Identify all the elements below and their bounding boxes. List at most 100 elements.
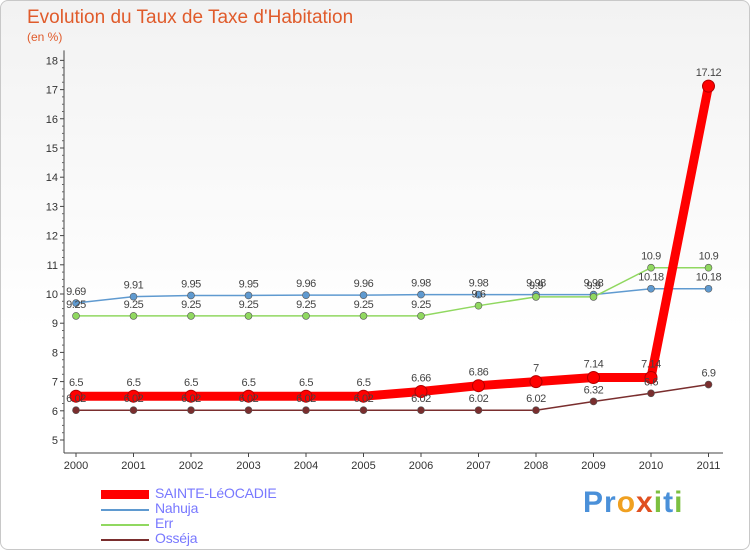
data-point xyxy=(647,263,655,272)
series-line xyxy=(75,383,710,411)
x-tick-label: 2005 xyxy=(351,460,375,472)
data-point xyxy=(244,312,253,320)
data-label: 6.9 xyxy=(701,368,715,380)
logo-letter: t xyxy=(663,486,675,519)
data-point xyxy=(129,312,138,320)
data-label: 9.6 xyxy=(471,289,485,301)
data-point xyxy=(244,291,253,300)
data-label: 6.02 xyxy=(66,393,86,405)
logo-letter: i xyxy=(653,486,664,519)
data-point xyxy=(357,389,370,403)
data-point xyxy=(302,312,310,320)
series-1 xyxy=(72,284,713,307)
data-label: 6.32 xyxy=(584,384,604,396)
legend-item: Osséja xyxy=(101,530,351,547)
data-label: 9.95 xyxy=(181,278,201,290)
data-label: 9.25 xyxy=(124,299,144,311)
legend-swatch xyxy=(101,524,149,526)
data-label: 10.9 xyxy=(641,251,661,263)
data-point xyxy=(647,389,655,398)
data-point xyxy=(187,406,195,415)
legend-swatch xyxy=(101,539,149,541)
data-point xyxy=(72,299,80,307)
data-label: 7.14 xyxy=(641,359,661,371)
data-label: 9.25 xyxy=(239,299,259,311)
series-layer xyxy=(69,79,715,415)
x-tick-label: 2002 xyxy=(179,460,203,472)
y-tick-label: 9 xyxy=(52,318,58,330)
data-point xyxy=(129,406,138,415)
data-point xyxy=(529,375,543,389)
data-point xyxy=(69,389,83,403)
data-point xyxy=(187,312,195,320)
data-label: 9.96 xyxy=(354,278,374,290)
data-point xyxy=(532,293,540,301)
y-tick-label: 18 xyxy=(46,55,58,67)
data-label: 6.5 xyxy=(126,377,140,389)
x-tick-label: 2008 xyxy=(524,460,548,472)
series-line xyxy=(75,266,710,317)
data-point xyxy=(472,379,485,393)
data-label: 6.02 xyxy=(181,393,201,405)
logo-letter: o xyxy=(616,486,637,519)
data-point xyxy=(417,290,425,299)
data-label: 6.5 xyxy=(69,377,83,389)
data-point xyxy=(532,406,540,415)
data-label: 6.02 xyxy=(124,393,144,405)
data-point xyxy=(417,406,425,415)
data-label: 9.98 xyxy=(411,278,431,290)
data-label: 9.98 xyxy=(526,278,546,290)
data-point xyxy=(474,301,483,310)
legend: SAINTE-LéOCADIE Nahuja Err Osséja xyxy=(101,485,351,547)
x-tick-label: 2006 xyxy=(409,460,433,472)
data-label: 7.14 xyxy=(584,359,604,371)
x-tick-label: 2010 xyxy=(639,460,663,472)
data-label: 9.91 xyxy=(124,280,144,292)
y-tick-label: 11 xyxy=(47,260,58,272)
data-label: 6.5 xyxy=(184,377,198,389)
data-label: 10.18 xyxy=(696,272,722,284)
x-tick-label: 2011 xyxy=(697,460,721,472)
y-tick-label: 15 xyxy=(46,143,58,155)
data-point xyxy=(299,389,313,403)
data-label: 6.02 xyxy=(469,393,489,405)
x-tick-label: 2001 xyxy=(121,460,145,472)
series-3 xyxy=(72,380,713,415)
legend-swatch xyxy=(101,490,149,499)
data-point xyxy=(129,292,138,301)
x-tick-label: 2000 xyxy=(64,460,88,472)
y-tick-label: 14 xyxy=(46,172,58,184)
data-label: 9.69 xyxy=(66,286,86,298)
data-point xyxy=(72,406,80,415)
data-label: 9.98 xyxy=(584,278,604,290)
data-point xyxy=(359,312,368,320)
data-point xyxy=(302,291,310,299)
series-0 xyxy=(69,79,715,403)
x-tick-label: 2003 xyxy=(236,460,260,472)
data-label: 9.25 xyxy=(354,299,374,311)
data-point xyxy=(417,312,425,320)
y-tick-label: 7 xyxy=(52,377,58,389)
data-label: 17.12 xyxy=(696,67,722,79)
data-point xyxy=(704,380,713,389)
series-2 xyxy=(72,263,713,320)
y-tick-label: 16 xyxy=(46,114,58,126)
data-label: 9.25 xyxy=(411,299,431,311)
data-label: 9.96 xyxy=(296,278,316,290)
logo-letter: r xyxy=(604,486,617,519)
data-point xyxy=(474,290,483,299)
data-label: 10.18 xyxy=(638,272,664,284)
axes: 5 6 7 8 9 10 11 12 13 14 15 16 17 18 2000 2001 2002 2003 2… xyxy=(46,50,723,472)
data-label: 9.25 xyxy=(296,299,316,311)
data-point xyxy=(644,371,658,385)
x-tick-label: 2004 xyxy=(294,460,318,472)
y-tick-label: 6 xyxy=(52,406,58,418)
data-label: 6.6 xyxy=(644,376,658,388)
data-label: 9.9 xyxy=(586,280,600,292)
legend-label: Nahuja xyxy=(155,500,199,516)
data-label: 6.02 xyxy=(526,393,546,405)
data-label: 6.5 xyxy=(241,377,255,389)
legend-label: SAINTE-LéOCADIE xyxy=(155,485,277,501)
